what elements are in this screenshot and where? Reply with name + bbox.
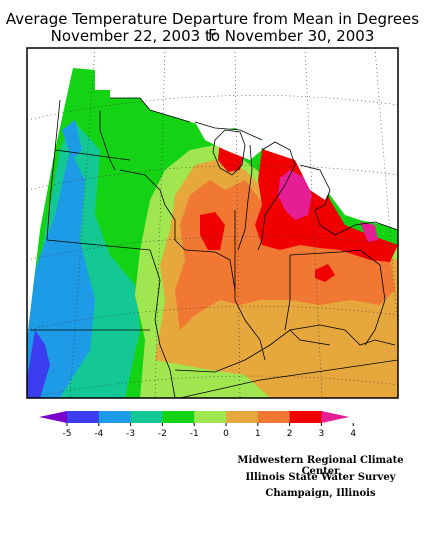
graticule	[27, 48, 398, 398]
state-boundaries	[30, 97, 398, 398]
legend-tick-label: -5	[63, 429, 72, 439]
departure-fill	[27, 68, 398, 398]
legend-swatch	[162, 411, 195, 423]
legend-swatch	[226, 411, 259, 423]
legend-tick-label: -2	[158, 429, 167, 439]
legend-arrow-low	[39, 411, 67, 423]
map-title-line2: November 22, 2003 to November 30, 2003	[50, 27, 375, 45]
map-title-line1: Average Temperature Departure from Mean …	[5, 10, 420, 44]
legend-swatch	[67, 411, 100, 423]
legend-tick-label: -1	[190, 429, 199, 439]
legend-swatch	[130, 411, 163, 423]
color-legend: -5 -4 -3 -2 -1 0 1 2 3 4	[39, 411, 356, 439]
credit-location: Champaign, Illinois	[265, 488, 376, 499]
legend-swatch	[194, 411, 227, 423]
map-frame	[26, 47, 399, 399]
legend-tick-label: -3	[126, 429, 135, 439]
legend-tick-label: 1	[255, 429, 261, 439]
legend-tick-label: 0	[223, 429, 229, 439]
legend-tick-label: 2	[287, 429, 293, 439]
legend-tick-label: -4	[94, 429, 103, 439]
legend-swatch	[257, 411, 291, 423]
legend-arrow-high	[321, 411, 350, 423]
legend-tick-label: 3	[319, 429, 325, 439]
credit-survey: Illinois State Water Survey	[245, 472, 396, 483]
legend-swatch	[98, 411, 132, 423]
credit-center: Midwestern Regional Climate Center	[237, 455, 404, 477]
legend-tick-label: 4	[350, 429, 356, 439]
legend-swatch	[289, 411, 322, 423]
